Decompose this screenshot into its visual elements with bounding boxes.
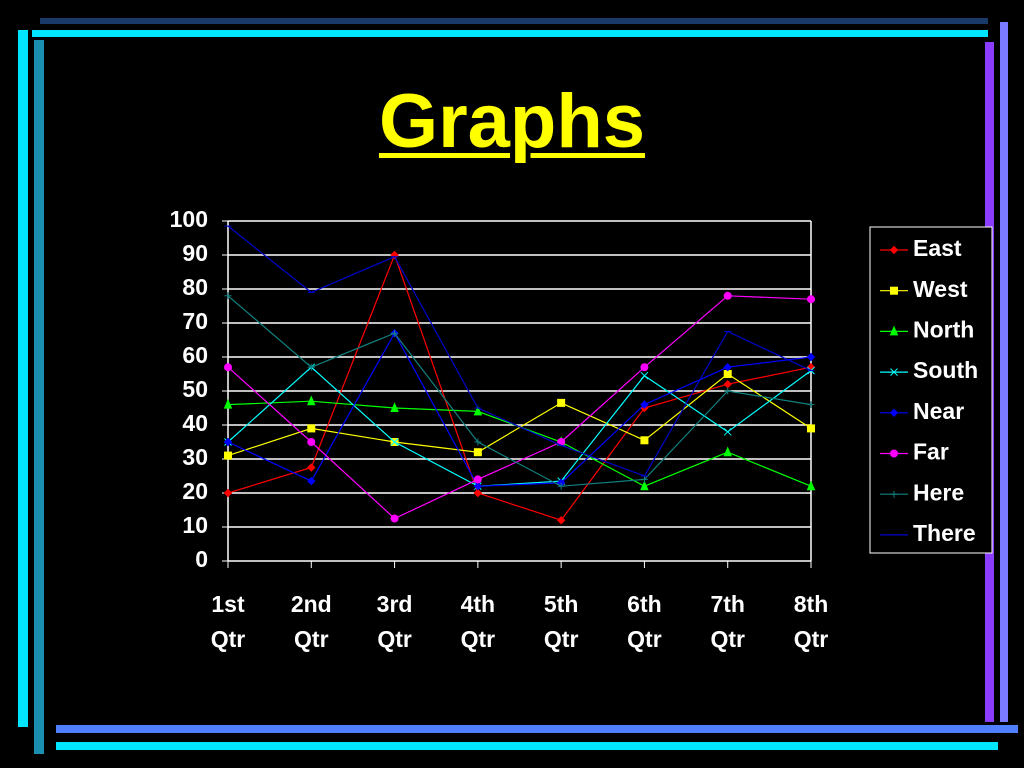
marker [890, 286, 898, 295]
series-line [227, 225, 812, 477]
series-line [227, 331, 812, 487]
legend-label: Near [913, 398, 964, 424]
legend-label: West [913, 276, 968, 302]
y-tick-label: 20 [182, 478, 208, 504]
x-tick-label: 7th Qtr [710, 591, 745, 652]
marker [889, 408, 899, 418]
series-line [227, 253, 812, 521]
marker [307, 363, 315, 371]
marker [224, 451, 232, 460]
marker [390, 402, 399, 412]
marker [556, 515, 566, 525]
marker [473, 481, 483, 491]
marker [223, 437, 233, 447]
legend-label: Far [913, 439, 949, 465]
marker [723, 379, 732, 389]
marker [889, 245, 899, 255]
series-line [227, 373, 812, 457]
legend-label: East [913, 235, 962, 261]
x-tick-label: 5th Qtr [543, 591, 579, 652]
marker [473, 488, 483, 498]
marker [307, 395, 316, 406]
x-tick-label: 8th Qtr [793, 591, 829, 652]
marker [224, 292, 232, 300]
marker [723, 362, 732, 372]
marker [223, 398, 233, 409]
marker [390, 438, 399, 446]
marker [806, 480, 816, 491]
y-tick-label: 0 [195, 546, 208, 572]
y-tick-label: 50 [182, 376, 208, 402]
x-tick-label: 4th Qtr [460, 591, 496, 652]
marker [640, 400, 649, 409]
marker [224, 363, 232, 372]
y-tick-label: 40 [182, 410, 208, 436]
marker [806, 352, 816, 362]
y-tick-label: 100 [170, 206, 208, 232]
marker [557, 398, 566, 407]
marker [640, 480, 649, 491]
marker [557, 482, 565, 490]
y-tick-label: 90 [182, 240, 208, 266]
marker [890, 449, 898, 458]
marker [307, 424, 316, 433]
x-tick-label: 2nd Qtr [290, 591, 332, 652]
marker [223, 488, 233, 498]
series-line [227, 295, 812, 520]
legend-label: Here [913, 479, 964, 505]
marker [473, 405, 483, 416]
marker [889, 325, 899, 336]
marker [307, 438, 316, 446]
marker [723, 370, 732, 378]
legend-label: South [913, 357, 978, 383]
series-line [227, 295, 812, 487]
marker [307, 463, 316, 472]
y-tick-label: 70 [182, 308, 208, 334]
series-line [227, 366, 812, 487]
marker [473, 448, 482, 457]
marker [640, 371, 649, 380]
marker [390, 514, 399, 523]
y-tick-label: 60 [182, 342, 208, 368]
marker [640, 436, 649, 445]
legend-box [869, 226, 993, 554]
marker [474, 438, 482, 446]
marker [640, 363, 649, 372]
marker [640, 475, 648, 483]
marker [890, 490, 898, 498]
marker [723, 291, 732, 300]
marker [723, 446, 732, 457]
y-tick-label: 80 [182, 274, 208, 300]
marker [724, 387, 732, 395]
legend-label: There [913, 520, 976, 546]
marker [807, 424, 815, 433]
y-tick-label: 30 [182, 444, 208, 470]
marker [807, 295, 815, 304]
legend-label: North [913, 316, 974, 342]
marker [391, 329, 399, 337]
marker [723, 427, 732, 436]
x-tick-label: 6th Qtr [627, 591, 662, 652]
marker [473, 475, 482, 484]
x-tick-label: 3rd Qtr [376, 591, 413, 652]
marker [307, 476, 316, 486]
y-tick-label: 10 [182, 512, 208, 538]
marker [890, 368, 898, 376]
marker [807, 401, 815, 409]
x-tick-label: 1st Qtr [210, 591, 246, 652]
slide-title: Graphs [378, 79, 646, 164]
